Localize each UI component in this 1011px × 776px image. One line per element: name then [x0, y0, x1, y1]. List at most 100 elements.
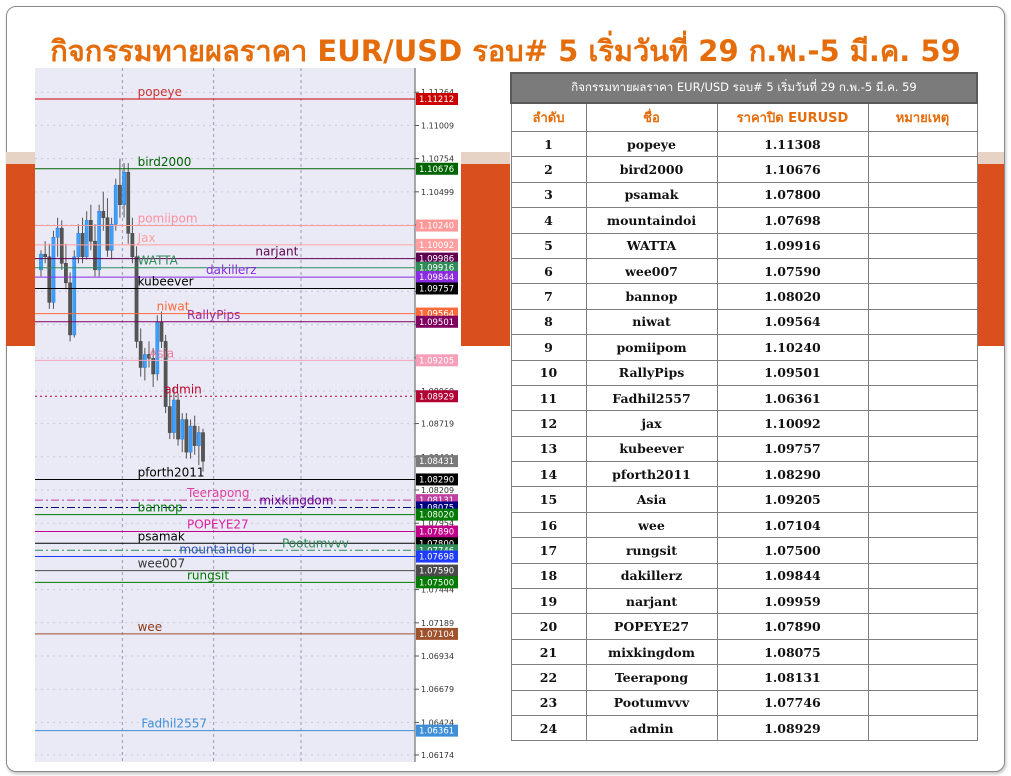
cell-rank: 13 — [510, 435, 587, 463]
cell-name: pforth2011 — [585, 461, 718, 488]
level-price-tag — [416, 724, 458, 737]
y-tick-label: 1.08719 — [421, 420, 454, 429]
candle-body — [93, 240, 97, 271]
level-price-label: 1.10240 — [419, 222, 454, 232]
y-tick-label: 1.11264 — [421, 88, 454, 97]
cell-note — [867, 664, 978, 691]
col-header-close-price: ราคาปิด EURUSD — [716, 102, 869, 132]
level-name-dakillerz: dakillerz — [206, 263, 257, 277]
cell-rank: 5 — [510, 232, 587, 259]
level-price-tag — [416, 354, 458, 367]
candle-body — [159, 321, 164, 342]
level-price-tag — [416, 525, 458, 538]
cell-name: jax — [585, 410, 718, 437]
col-header-note: หมายเหตุ — [867, 102, 978, 132]
level-name-rungsit: rungsit — [187, 568, 229, 582]
cell-close-price: 1.07104 — [716, 511, 869, 539]
level-name-pomiipom: pomiipom — [138, 212, 198, 226]
level-name-RallyPips: RallyPips — [187, 308, 240, 322]
level-price-label: 1.09757 — [419, 284, 454, 294]
table-caption: กิจกรรมทายผลราคา EUR/USD รอบ# 5 เริ่มวัน… — [510, 72, 978, 104]
table-row: 20 POPEYE27 1.07890 — [510, 613, 978, 640]
level-price-label: 1.07890 — [419, 528, 454, 538]
level-name-bannop: bannop — [138, 501, 183, 515]
candle-body — [176, 399, 180, 440]
cell-close-price: 1.08290 — [716, 461, 869, 488]
cell-name: psamak — [585, 181, 718, 209]
level-price-label: 1.09986 — [419, 255, 454, 265]
cell-note — [867, 207, 978, 234]
y-tick-label: 1.11009 — [421, 121, 454, 130]
cell-name: Fadhil2557 — [585, 384, 718, 412]
level-price-label: 1.10676 — [419, 165, 454, 175]
level-name-mountaindoi: mountaindoi — [179, 543, 255, 557]
level-price-label: 1.09205 — [419, 356, 454, 366]
y-tick-label: 1.06174 — [421, 751, 454, 760]
table-row: 1 popeye 1.11308 — [510, 130, 978, 158]
cell-close-price: 1.11308 — [716, 130, 869, 158]
candle-body — [51, 237, 56, 303]
cell-name: admin — [585, 714, 718, 742]
y-tick-label: 1.08209 — [421, 486, 454, 495]
cell-close-price: 1.08131 — [716, 664, 869, 691]
cell-name: Asia — [585, 486, 718, 513]
candle-body — [188, 425, 193, 453]
cell-rank: 3 — [510, 181, 587, 209]
level-price-tag — [416, 219, 458, 232]
level-price-tag — [416, 315, 458, 328]
table-row: 18 dakillerz 1.09844 — [510, 562, 978, 590]
level-price-label: 1.09916 — [419, 264, 454, 274]
level-name-WATTA: WATTA — [138, 254, 179, 268]
cell-rank: 24 — [510, 714, 587, 742]
candle-body — [59, 227, 64, 264]
cell-close-price: 1.09501 — [716, 359, 869, 386]
level-price-tag — [416, 162, 458, 175]
candle-body — [163, 341, 168, 407]
candle-body — [64, 263, 68, 284]
cell-close-price: 1.10676 — [716, 156, 869, 183]
cell-note — [867, 232, 978, 259]
cell-name: narjant — [585, 588, 718, 615]
cell-name: dakillerz — [585, 562, 718, 590]
col-header-rank: ลำดับ — [510, 102, 587, 132]
level-price-label: 1.08075 — [419, 503, 454, 513]
level-price-label: 1.09564 — [419, 310, 454, 320]
price-chart: 1.112641.110091.107541.104991.102441.099… — [35, 68, 461, 762]
level-name-pforth2011: pforth2011 — [138, 465, 205, 479]
cell-rank: 11 — [510, 384, 587, 412]
cell-name: rungsit — [585, 537, 718, 564]
cell-rank: 20 — [510, 613, 587, 640]
cell-note — [867, 689, 978, 716]
cell-name: bannop — [585, 283, 718, 310]
table-row: 5 WATTA 1.09916 — [510, 232, 978, 259]
candle-body — [196, 432, 201, 446]
cell-close-price: 1.07800 — [716, 181, 869, 209]
cell-rank: 6 — [510, 257, 587, 285]
level-name-popeye: popeye — [138, 85, 182, 99]
candle-body — [88, 220, 93, 242]
cell-name: mountaindoi — [585, 207, 718, 234]
table-row: 22 Teerapong 1.08131 — [510, 664, 978, 691]
table-row: 7 bannop 1.08020 — [510, 283, 978, 310]
level-price-tag — [416, 564, 458, 577]
table-row: 2 bird2000 1.10676 — [510, 156, 978, 183]
level-price-label: 1.10092 — [419, 241, 454, 251]
y-tick-label: 1.07954 — [421, 519, 454, 528]
y-tick-label: 1.07189 — [421, 619, 454, 628]
cell-note — [867, 384, 978, 412]
table-row: 19 narjant 1.09959 — [510, 588, 978, 615]
cell-close-price: 1.09757 — [716, 435, 869, 463]
cell-rank: 19 — [510, 588, 587, 615]
cell-name: wee007 — [585, 257, 718, 285]
level-name-Teerapong: Teerapong — [186, 486, 250, 500]
cell-close-price: 1.09959 — [716, 588, 869, 615]
cell-close-price: 1.06361 — [716, 384, 869, 412]
cell-note — [867, 562, 978, 590]
candle-body — [147, 354, 151, 359]
candle-body — [68, 282, 72, 336]
cell-note — [867, 511, 978, 539]
level-name-Pootumvvv: Pootumvvv — [282, 536, 349, 550]
table-row: 3 psamak 1.07800 — [510, 181, 978, 209]
cell-note — [867, 283, 978, 310]
candle-body — [118, 184, 122, 205]
